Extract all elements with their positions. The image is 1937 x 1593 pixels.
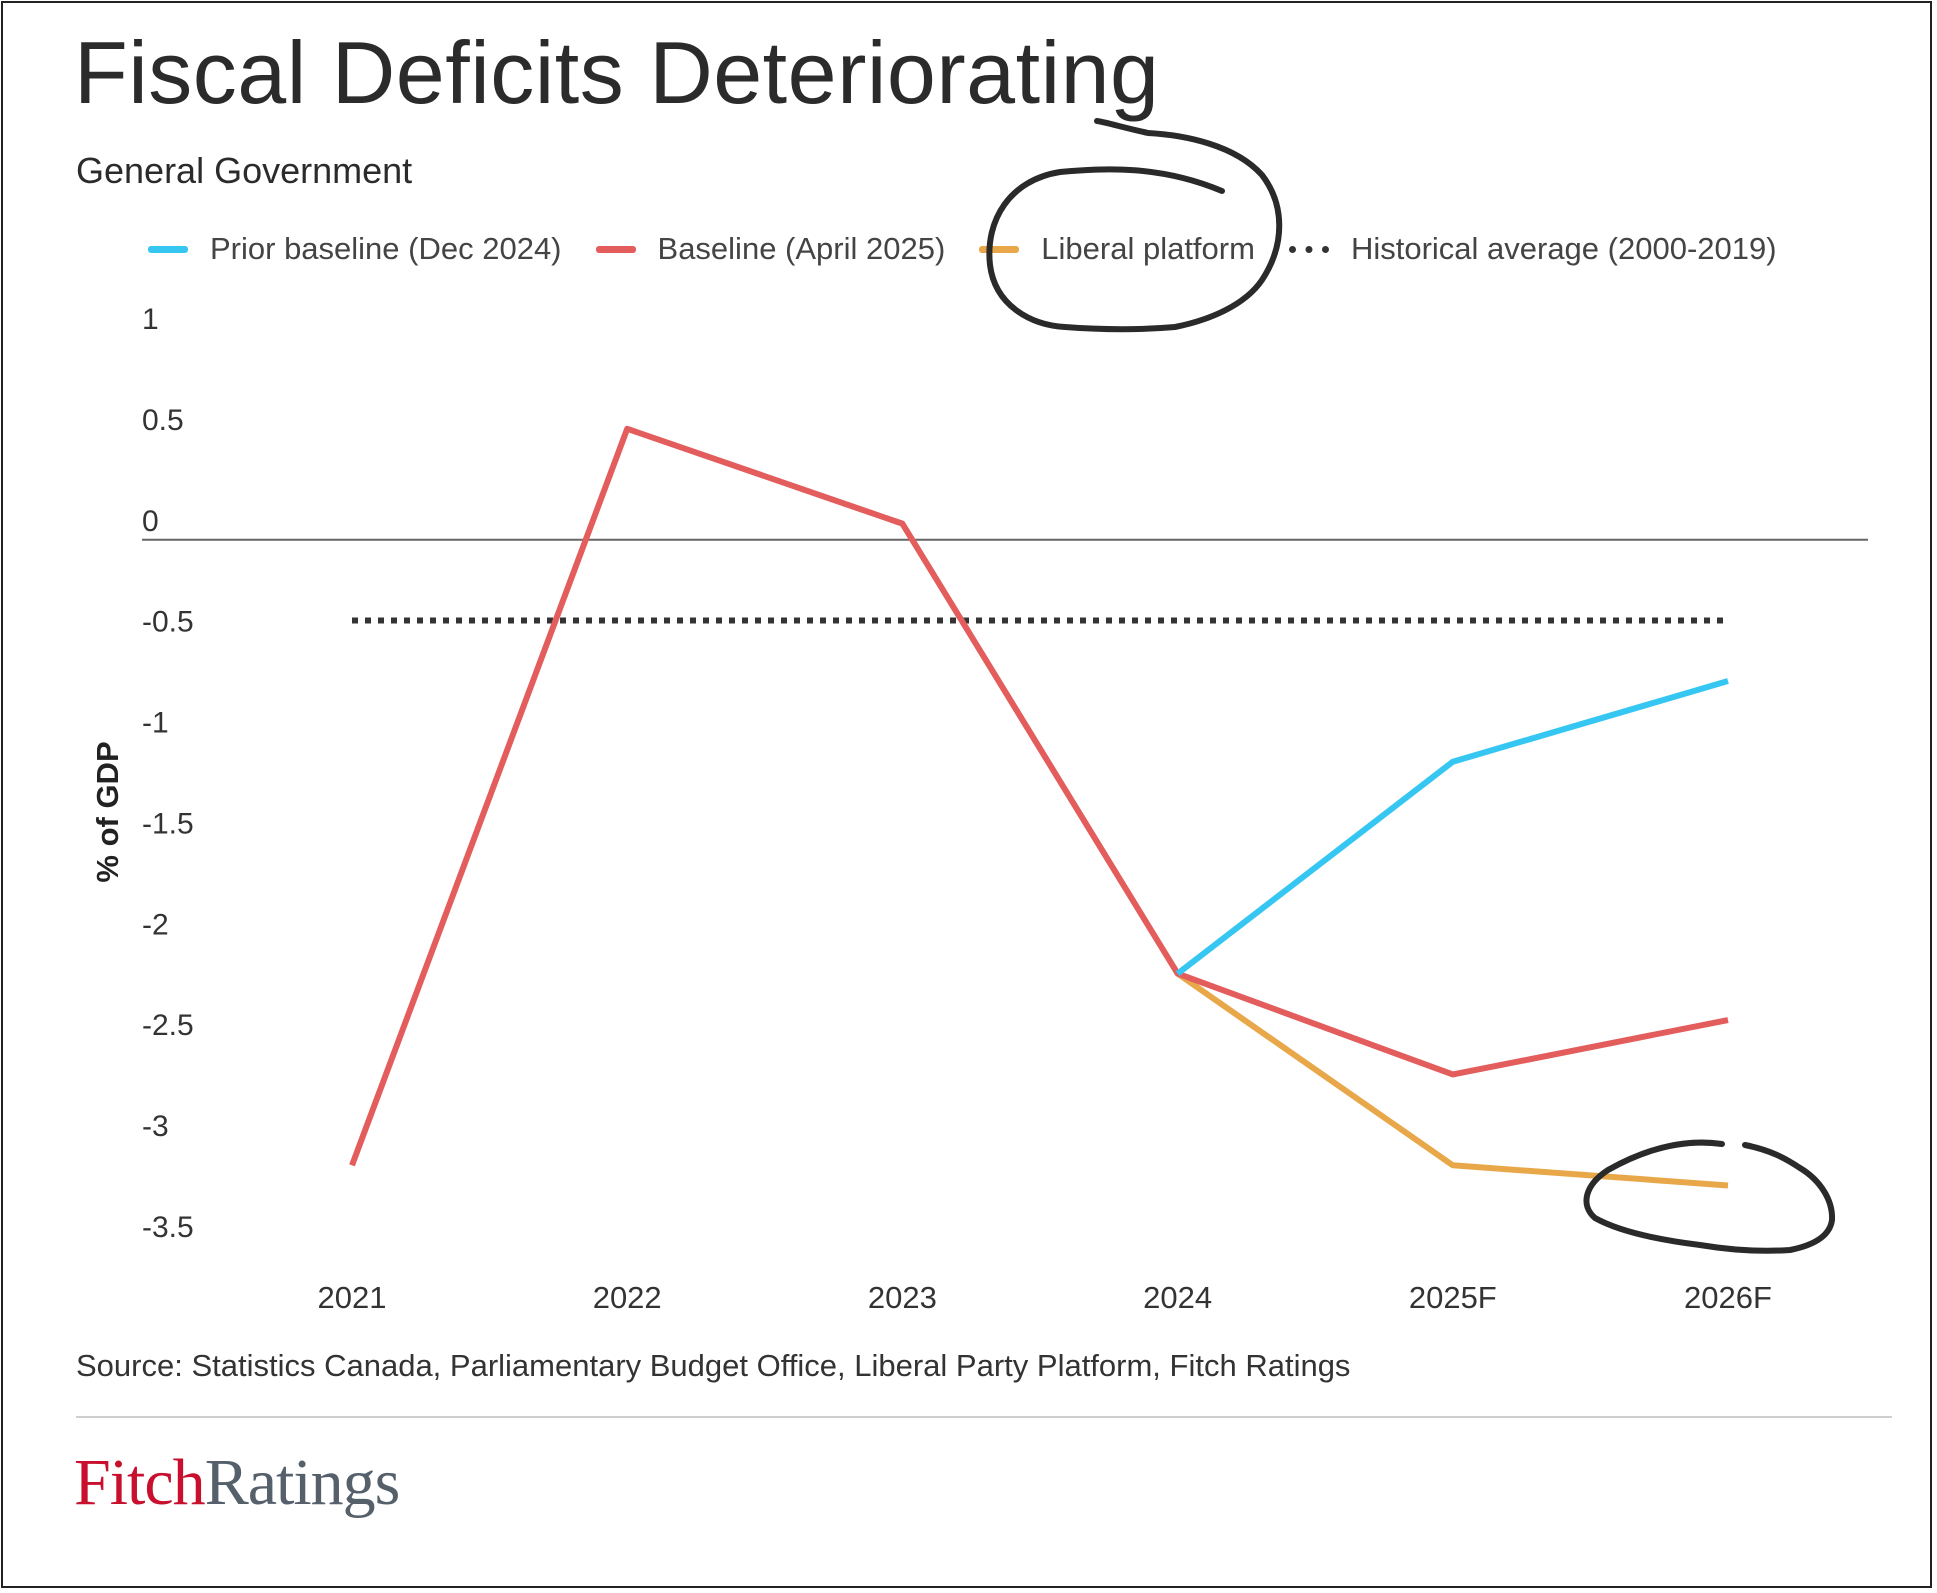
chart-subtitle: General Government (76, 150, 413, 191)
x-tick-label: 2021 (318, 1280, 387, 1315)
series-line-liberal-platform (1175, 971, 1729, 1189)
annotation-circle-legend (986, 118, 1283, 333)
legend-item-prior: Prior baseline (Dec 2024) (148, 231, 562, 267)
y-tick-label: -1 (142, 707, 169, 740)
chart-title: Fiscal Deficits Deteriorating (74, 23, 1160, 122)
series-layer (349, 425, 1729, 1189)
y-tick-label: -2.5 (142, 1009, 194, 1042)
legend-label-baseline: Baseline (April 2025) (657, 231, 946, 266)
y-tick-label: -3 (142, 1110, 169, 1143)
legend-label-prior: Prior baseline (Dec 2024) (210, 231, 562, 266)
y-axis-ticks: 1 0.5 0 -0.5 -1 -1.5 -2 -2.5 -3 -3.5 (142, 303, 194, 1244)
y-tick-label: 0.5 (142, 404, 184, 437)
logo-part-ratings: Ratings (204, 1446, 401, 1519)
y-tick-label: 0 (142, 505, 159, 538)
legend-item-baseline: Baseline (April 2025) (595, 231, 946, 267)
y-tick-label: -2 (142, 908, 169, 941)
legend-swatch-historical (1288, 245, 1329, 253)
legend-swatch-liberal (979, 245, 1020, 253)
x-tick-label: 2022 (593, 1280, 662, 1315)
legend-label-liberal: Liberal platform (1041, 231, 1255, 266)
legend: Prior baseline (Dec 2024) Baseline (Apri… (148, 226, 1811, 272)
y-tick-label: -3.5 (142, 1211, 194, 1244)
legend-label-historical: Historical average (2000-2019) (1350, 231, 1777, 266)
source-note: Source: Statistics Canada, Parliamentary… (76, 1348, 1351, 1383)
x-axis-ticks: 2021 2022 2023 2024 2025F 2026F (318, 1280, 1772, 1315)
x-tick-label: 2025F (1409, 1280, 1497, 1315)
footer-divider (76, 1416, 1892, 1418)
fitch-ratings-logo: FitchRatings (74, 1445, 401, 1521)
y-tick-label: -0.5 (142, 606, 194, 639)
legend-item-historical: Historical average (2000-2019) (1288, 231, 1777, 267)
legend-swatch-prior (148, 245, 188, 253)
logo-part-fitch: Fitch (74, 1446, 206, 1519)
annotation-circle-2026 (1583, 1139, 1836, 1254)
x-tick-label: 2023 (868, 1280, 937, 1315)
legend-swatch-baseline (595, 245, 636, 253)
series-line-prior-baseline (1175, 678, 1729, 976)
y-axis-label: % of GDP (90, 741, 125, 882)
y-tick-label: -1.5 (142, 807, 194, 840)
x-tick-label: 2024 (1143, 1280, 1212, 1315)
annotations (986, 118, 1836, 1254)
x-tick-label: 2026F (1684, 1280, 1772, 1315)
series-line-baseline (349, 425, 1729, 1167)
y-tick-label: 1 (142, 303, 159, 336)
legend-item-liberal: Liberal platform (979, 231, 1255, 267)
